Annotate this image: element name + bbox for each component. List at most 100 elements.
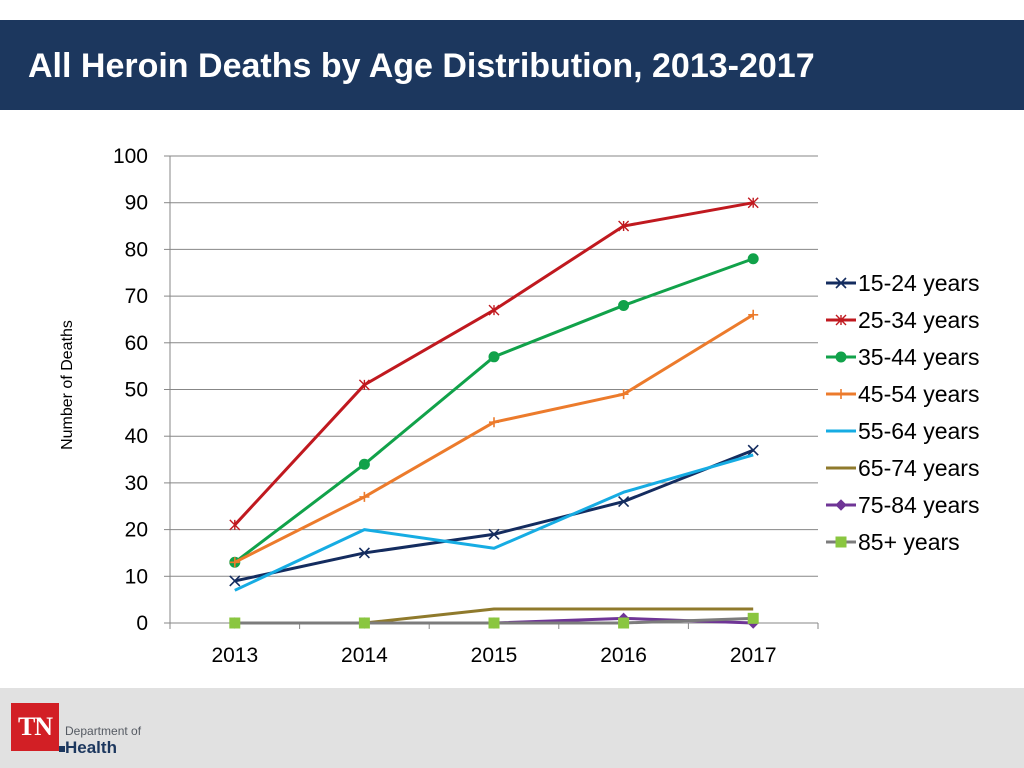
data-point xyxy=(358,617,370,629)
data-point xyxy=(229,575,241,587)
y-tick-label: 50 xyxy=(125,379,148,402)
y-tick-label: 20 xyxy=(125,519,148,542)
data-point xyxy=(358,379,370,391)
data-point xyxy=(747,253,759,265)
y-axis-title: Number of Deaths xyxy=(59,320,76,450)
marker-plus xyxy=(618,389,629,400)
y-tick-label: 30 xyxy=(125,472,148,495)
series-15-24-years xyxy=(229,444,759,587)
legend-label: 45-54 years xyxy=(858,381,979,407)
data-point xyxy=(488,528,500,540)
series-55-64-years xyxy=(234,453,754,592)
data-point xyxy=(747,197,759,209)
x-tick-label: 2017 xyxy=(730,644,777,667)
data-point xyxy=(488,617,500,629)
series-35-44-years xyxy=(229,253,759,568)
y-tick-label: 40 xyxy=(125,425,148,448)
marker-square xyxy=(358,617,370,629)
legend-marker xyxy=(835,351,847,363)
series-line xyxy=(233,257,754,564)
marker-square xyxy=(229,617,241,629)
x-tick-label: 2015 xyxy=(471,644,518,667)
y-tick-label: 70 xyxy=(125,285,148,308)
legend-label: 25-34 years xyxy=(858,307,979,333)
marker-x xyxy=(618,496,630,508)
legend: 15-24 years 25-34 years 35-44 years 45-54 y… xyxy=(826,270,979,555)
legend-label: 35-44 years xyxy=(858,344,979,370)
legend-item: 35-44 years xyxy=(826,344,979,370)
legend-item: 65-74 years xyxy=(826,455,979,481)
marker-x xyxy=(488,528,500,540)
y-tick-label: 80 xyxy=(125,238,148,261)
y-tick-label: 60 xyxy=(125,332,148,355)
page-title: All Heroin Deaths by Age Distribution, 2… xyxy=(28,47,815,85)
marker-x xyxy=(747,444,759,456)
legend-marker xyxy=(836,389,846,399)
tn-logo: TN xyxy=(11,703,59,751)
title-bar: All Heroin Deaths by Age Distribution, 2… xyxy=(0,20,1024,110)
x-tick-label: 2016 xyxy=(600,644,647,667)
data-point xyxy=(618,220,630,232)
data-point xyxy=(748,309,759,320)
marker-x xyxy=(835,277,847,289)
marker-square xyxy=(747,612,759,624)
marker-circle xyxy=(747,253,759,265)
legend-item: 85+ years xyxy=(826,529,960,555)
data-point xyxy=(747,444,759,456)
data-point xyxy=(359,491,370,502)
marker-star xyxy=(618,220,630,232)
data-point xyxy=(618,389,629,400)
marker-plus xyxy=(229,557,240,568)
data-point xyxy=(229,519,241,531)
marker-plus xyxy=(359,491,370,502)
legend-item: 25-34 years xyxy=(826,307,979,333)
data-point xyxy=(358,458,370,470)
series-line xyxy=(234,453,754,592)
legend-marker xyxy=(835,499,847,511)
marker-diamond xyxy=(835,499,847,511)
legend-marker xyxy=(835,314,847,326)
data-point xyxy=(229,617,241,629)
axes: 0 10 20 30 40 50 60 70 80 90 100 2013 2014 2015 2016 20… xyxy=(59,145,819,667)
x-tick-label: 2014 xyxy=(341,644,388,667)
marker-x xyxy=(358,547,370,559)
series-45-54-years xyxy=(229,309,759,568)
marker-plus xyxy=(836,389,846,399)
marker-star xyxy=(835,314,847,326)
data-point xyxy=(489,417,499,428)
marker-square xyxy=(618,617,630,629)
data-point xyxy=(747,612,759,624)
logo-corner-icon xyxy=(59,746,65,752)
y-tick-label: 100 xyxy=(113,145,148,168)
tn-logo-text: TN xyxy=(17,712,53,741)
footer: TN Department of Health xyxy=(0,688,1024,768)
legend-item: 15-24 years xyxy=(826,270,979,296)
legend-label: 15-24 years xyxy=(858,270,979,296)
marker-square xyxy=(835,536,847,548)
legend-item: 55-64 years xyxy=(826,418,979,444)
marker-star xyxy=(358,379,370,391)
legend-marker xyxy=(835,536,847,548)
data-point xyxy=(488,304,500,316)
series-25-34-years xyxy=(229,197,759,531)
logo-department-text: Department of xyxy=(65,724,142,738)
marker-plus xyxy=(489,417,499,428)
data-point xyxy=(488,351,500,363)
legend-label: 75-84 years xyxy=(858,492,979,518)
legend-item: 45-54 years xyxy=(826,381,979,407)
legend-item: 75-84 years xyxy=(826,492,979,518)
data-point xyxy=(618,496,630,508)
marker-star xyxy=(229,519,241,531)
line-chart: 0 10 20 30 40 50 60 70 80 90 100 2013 2014 2015 2016 20… xyxy=(59,145,979,667)
marker-star xyxy=(747,197,759,209)
marker-circle xyxy=(358,458,370,470)
y-tick-label: 90 xyxy=(125,192,148,215)
marker-x xyxy=(229,575,241,587)
marker-circle xyxy=(488,351,500,363)
x-tick-label: 2013 xyxy=(211,644,258,667)
logo-health-text: Health xyxy=(65,738,117,757)
legend-label: 65-74 years xyxy=(858,455,979,481)
data-point xyxy=(618,617,630,629)
marker-square xyxy=(488,617,500,629)
